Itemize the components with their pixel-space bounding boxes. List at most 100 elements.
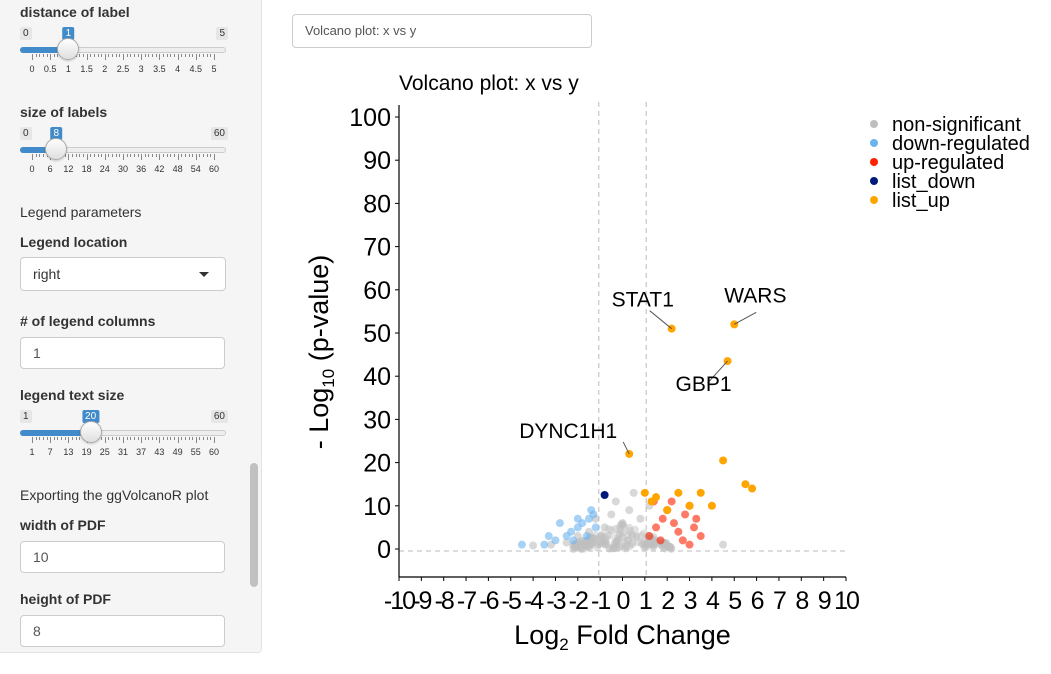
- data-point-non-significant: [625, 542, 634, 551]
- slider-tick-label: 7: [47, 447, 53, 457]
- data-point-non-significant: [562, 538, 571, 547]
- slider-handle[interactable]: [45, 138, 68, 160]
- slider-tick: [170, 54, 172, 57]
- data-point-non-significant: [616, 530, 625, 539]
- data-point-up-regulated: [667, 497, 676, 506]
- slider-tick: [155, 54, 157, 57]
- data-point-non-significant: [625, 526, 634, 535]
- data-point-non-significant: [589, 536, 598, 545]
- slider-fill: [20, 430, 91, 436]
- slider-tick: [130, 154, 132, 157]
- slider-tick: [199, 54, 201, 57]
- y-tick-label: 0: [377, 536, 391, 564]
- slider-tick: [53, 437, 55, 440]
- data-point-up-regulated: [645, 532, 654, 541]
- slider-tick-label: 24: [99, 164, 110, 174]
- x-tick-label: -4: [524, 587, 544, 615]
- gene-label-leader: [734, 311, 757, 325]
- data-point-non-significant: [601, 540, 610, 549]
- gene-label: WARS: [724, 284, 786, 307]
- slider-tick: [39, 437, 41, 440]
- slider-tick: [199, 154, 201, 157]
- slider-tick: [163, 54, 165, 57]
- slider-tick: [144, 154, 146, 157]
- slider-tick-label: 6: [47, 164, 53, 174]
- slider-tick: [35, 154, 37, 157]
- data-point-non-significant: [623, 536, 632, 545]
- legend-columns-input[interactable]: 1: [20, 337, 225, 369]
- data-point-non-significant: [611, 524, 620, 533]
- gene-label-leader: [707, 360, 728, 384]
- slider-tick: [177, 437, 179, 443]
- slider-tick: [141, 54, 143, 60]
- gene-label-leader: [649, 310, 672, 330]
- slider-handle[interactable]: [57, 38, 80, 60]
- x-tick-label: -8: [435, 587, 454, 615]
- data-point-non-significant: [641, 540, 650, 549]
- slider-ticks: [20, 154, 226, 162]
- size-of-labels-slider[interactable]: 0 60 0 6 12 18 24 30 36 42 48 54 60 8: [20, 127, 228, 187]
- data-point-non-significant: [632, 533, 641, 542]
- slider-tick: [206, 437, 208, 440]
- data-point-non-significant: [595, 537, 604, 546]
- data-point-non-significant: [611, 543, 620, 552]
- data-point-non-significant: [649, 540, 658, 549]
- gene-label: DYNC1H1: [519, 420, 617, 443]
- slider-handle[interactable]: [79, 421, 102, 443]
- x-tick-label: 10: [834, 587, 859, 615]
- legend-location-select[interactable]: right: [20, 257, 226, 291]
- pdf-width-label: width of PDF: [20, 517, 106, 533]
- legend-parameters-heading: Legend parameters: [20, 204, 142, 220]
- sidebar-panel: distance of label 0 5 0 0.5 1 1.5 2 2.5 3 3.5 4 4.5…: [0, 0, 262, 653]
- slider-tick: [79, 54, 81, 57]
- slider-tick: [203, 54, 205, 57]
- data-point-non-significant: [569, 545, 578, 553]
- slider-tick: [112, 154, 114, 157]
- sidebar-scrollbar[interactable]: [250, 463, 258, 587]
- slider-tick-label: 3.5: [153, 64, 166, 74]
- data-point-non-significant: [588, 539, 597, 548]
- slider-tick-label: 0.5: [43, 64, 57, 74]
- slider-ticks: [20, 54, 226, 62]
- size-of-labels-label: size of labels: [20, 104, 108, 120]
- slider-tick: [126, 54, 128, 57]
- data-point-non-significant: [577, 538, 586, 547]
- slider-tick: [148, 54, 150, 57]
- data-point-non-significant: [597, 530, 606, 539]
- slider-tick: [79, 437, 81, 440]
- slider-tick: [101, 154, 103, 157]
- plot-title-input[interactable]: Volcano plot: x vs y: [292, 14, 592, 48]
- slider-min-label: 0: [20, 27, 32, 40]
- data-point-non-significant: [627, 530, 636, 539]
- slider-tick: [214, 154, 215, 160]
- data-point-non-significant: [662, 540, 671, 549]
- data-point-non-significant: [640, 543, 649, 552]
- data-point-list_up: [685, 501, 694, 510]
- slider-tick: [119, 154, 121, 157]
- x-tick-label: 4: [706, 587, 720, 615]
- data-point-non-significant: [667, 543, 676, 552]
- data-point-non-significant: [648, 540, 657, 549]
- slider-tick: [148, 154, 150, 157]
- slider-tick: [123, 437, 124, 443]
- slider-tick: [210, 437, 212, 440]
- pdf-width-input[interactable]: 10: [20, 541, 225, 573]
- data-point-non-significant: [641, 541, 650, 550]
- data-point-non-significant: [611, 497, 620, 506]
- data-point-non-significant: [625, 506, 634, 515]
- slider-tick: [133, 154, 135, 157]
- slider-tick: [104, 54, 106, 60]
- slider-tick: [159, 437, 161, 443]
- slider-max-label: 60: [210, 410, 228, 423]
- slider-tick-label: 60: [208, 447, 220, 457]
- slider-tick: [115, 154, 117, 157]
- slider-tick: [39, 154, 41, 157]
- legend-text-size-slider[interactable]: 1 60 1 7 13 19 25 31 37 43 49 55 60 20: [20, 410, 228, 470]
- data-point-non-significant: [610, 544, 619, 553]
- pdf-height-input[interactable]: 8: [20, 615, 225, 647]
- y-tick-label: 90: [363, 147, 391, 175]
- distance-of-label-slider[interactable]: 0 5 0 0.5 1 1.5 2 2.5 3 3.5 4 4.5 5 1: [20, 27, 228, 87]
- slider-tick: [126, 437, 128, 440]
- data-point-non-significant: [569, 542, 578, 551]
- data-point-non-significant: [595, 539, 604, 548]
